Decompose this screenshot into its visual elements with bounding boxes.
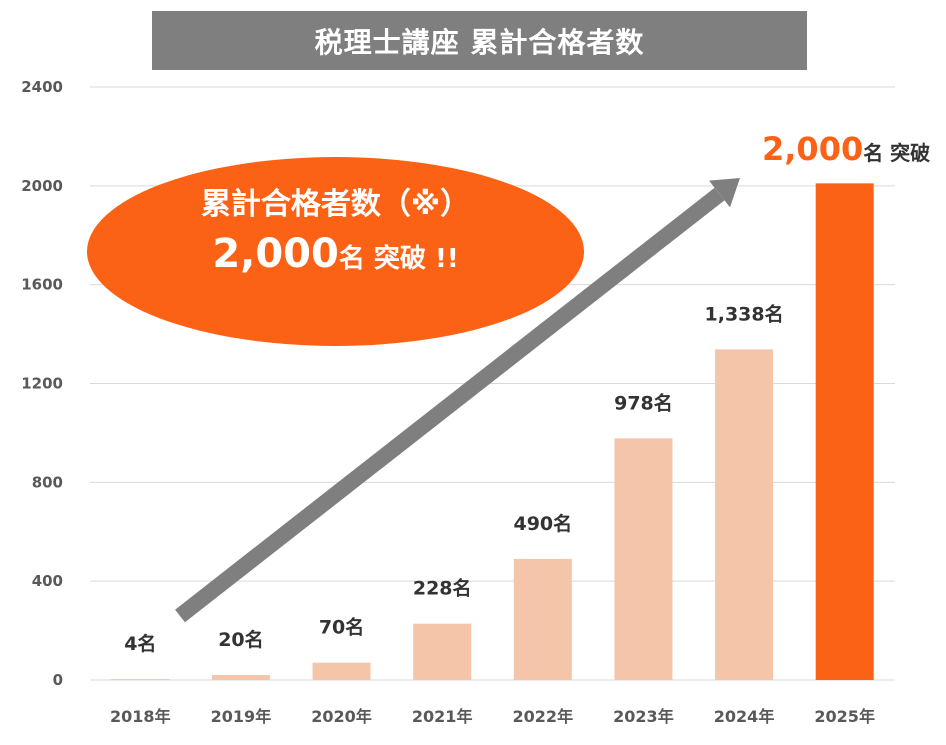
callout-line2: 2,000名 突破 !! xyxy=(87,227,584,289)
bar xyxy=(614,438,673,680)
data-label: 20名 xyxy=(218,628,263,651)
milestone-number: 2,000 xyxy=(762,130,864,168)
y-tick-label: 2400 xyxy=(21,78,63,96)
x-tick-label: 2018年 xyxy=(110,707,171,726)
y-tick-label: 0 xyxy=(53,671,63,689)
bar xyxy=(211,675,270,680)
milestone-unit: 名 xyxy=(863,141,884,165)
y-tick-label: 800 xyxy=(32,473,63,491)
data-label: 228名 xyxy=(413,577,472,600)
callout-number: 2,000 xyxy=(212,231,339,277)
data-label: 1,338名 xyxy=(705,302,784,325)
y-tick-label: 1200 xyxy=(21,375,63,393)
bar xyxy=(312,662,371,680)
milestone-label: 2,000名 突破 xyxy=(762,130,930,168)
x-tick-label: 2023年 xyxy=(613,707,674,726)
data-label: 490名 xyxy=(513,512,572,535)
data-label: 70名 xyxy=(319,616,364,639)
x-tick-label: 2025年 xyxy=(814,707,875,726)
y-tick-label: 400 xyxy=(32,572,63,590)
callout-ellipse xyxy=(87,157,584,346)
y-tick-label: 1600 xyxy=(21,276,63,294)
callout-unit: 名 xyxy=(338,244,365,274)
bar xyxy=(413,623,472,680)
callout-suffix: 突破 !! xyxy=(364,244,459,274)
data-label: 978名 xyxy=(614,391,673,414)
x-tick-label: 2022年 xyxy=(513,707,574,726)
x-tick-label: 2021年 xyxy=(412,707,473,726)
growth-arrow-head xyxy=(709,178,740,208)
x-tick-label: 2024年 xyxy=(714,707,775,726)
bar xyxy=(111,679,170,680)
chart-title: 税理士講座 累計合格者数 xyxy=(152,11,807,70)
bar xyxy=(815,183,874,681)
growth-arrow-shaft xyxy=(175,187,725,623)
x-tick-label: 2020年 xyxy=(311,707,372,726)
callout-text: 累計合格者数（※） 2,000名 突破 !! xyxy=(87,183,584,289)
y-tick-label: 2000 xyxy=(21,177,63,195)
data-label: 4名 xyxy=(124,632,156,655)
x-tick-label: 2019年 xyxy=(211,707,272,726)
milestone-suffix: 突破 xyxy=(883,141,931,165)
callout-line1: 累計合格者数（※） xyxy=(200,187,471,222)
bar xyxy=(513,558,572,680)
bar xyxy=(715,349,774,680)
